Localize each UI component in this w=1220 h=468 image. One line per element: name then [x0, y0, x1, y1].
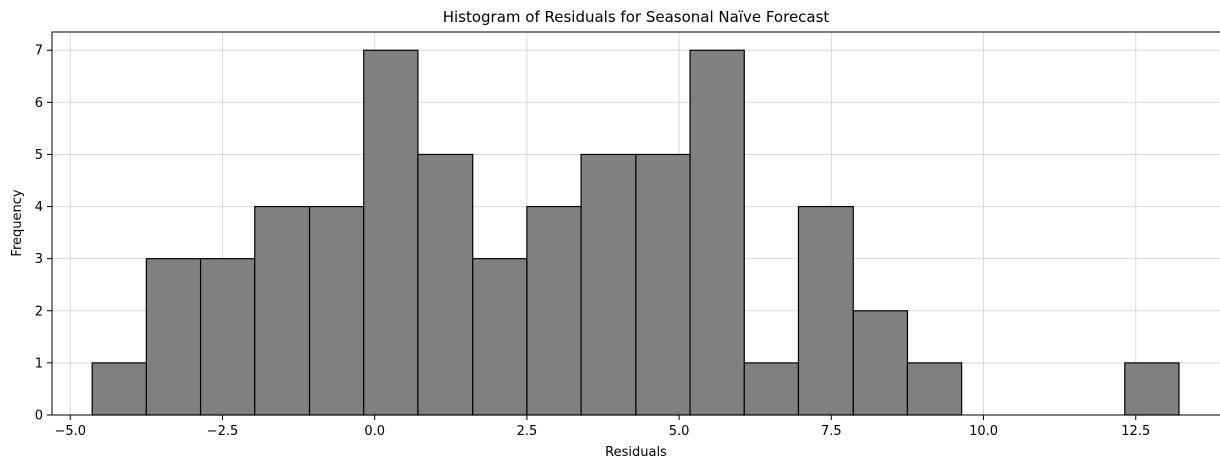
- bars-layer: [91, 49, 1180, 416]
- x-tick-label: 10.0: [969, 424, 998, 439]
- y-tick-label: 1: [35, 356, 43, 371]
- histogram-bar: [689, 49, 745, 416]
- histogram-bar: [91, 362, 147, 416]
- histogram-bar: [472, 258, 528, 416]
- histogram-bar: [906, 362, 963, 416]
- histogram-bar: [797, 205, 854, 416]
- histogram-bar: [526, 205, 582, 416]
- chart-title: Histogram of Residuals for Seasonal Naïv…: [443, 8, 830, 26]
- x-tick-label: −2.5: [207, 424, 239, 439]
- y-tick-label: 0: [35, 409, 43, 424]
- x-axis-label: Residuals: [605, 445, 667, 460]
- x-tick-label: 7.5: [821, 424, 842, 439]
- histogram-bar: [580, 153, 637, 416]
- histogram-bar: [363, 49, 419, 416]
- histogram-bar: [199, 258, 256, 416]
- histogram-bar: [417, 153, 474, 416]
- x-tick-label: 0.0: [364, 424, 385, 439]
- x-tick-label: 2.5: [517, 424, 538, 439]
- x-tick-label: 5.0: [669, 424, 690, 439]
- y-tick-label: 7: [35, 44, 43, 59]
- y-tick-label: 3: [35, 252, 43, 267]
- histogram-bar: [743, 362, 800, 416]
- y-tick-label: 2: [35, 304, 43, 319]
- y-tick-label: 4: [35, 200, 43, 215]
- histogram-bar: [308, 205, 365, 416]
- y-tick-label: 6: [35, 96, 43, 111]
- x-tick-label: −5.0: [54, 424, 86, 439]
- histogram-bar: [1124, 362, 1180, 416]
- histogram-bar: [145, 258, 202, 416]
- y-axis-ticks: 0 1 2 3 4 5 6 7: [35, 44, 52, 424]
- histogram-bar: [254, 205, 311, 416]
- plot-frame: [51, 31, 1220, 416]
- x-axis-ticks: −5.0 −2.5 0.0 2.5 5.0 7.5 10.0 12.5: [54, 415, 1150, 439]
- histogram-bar: [852, 310, 909, 416]
- y-axis-label: Frequency: [10, 189, 25, 256]
- y-tick-label: 5: [35, 148, 43, 163]
- histogram-bar: [635, 153, 691, 416]
- x-tick-label: 12.5: [1121, 424, 1150, 439]
